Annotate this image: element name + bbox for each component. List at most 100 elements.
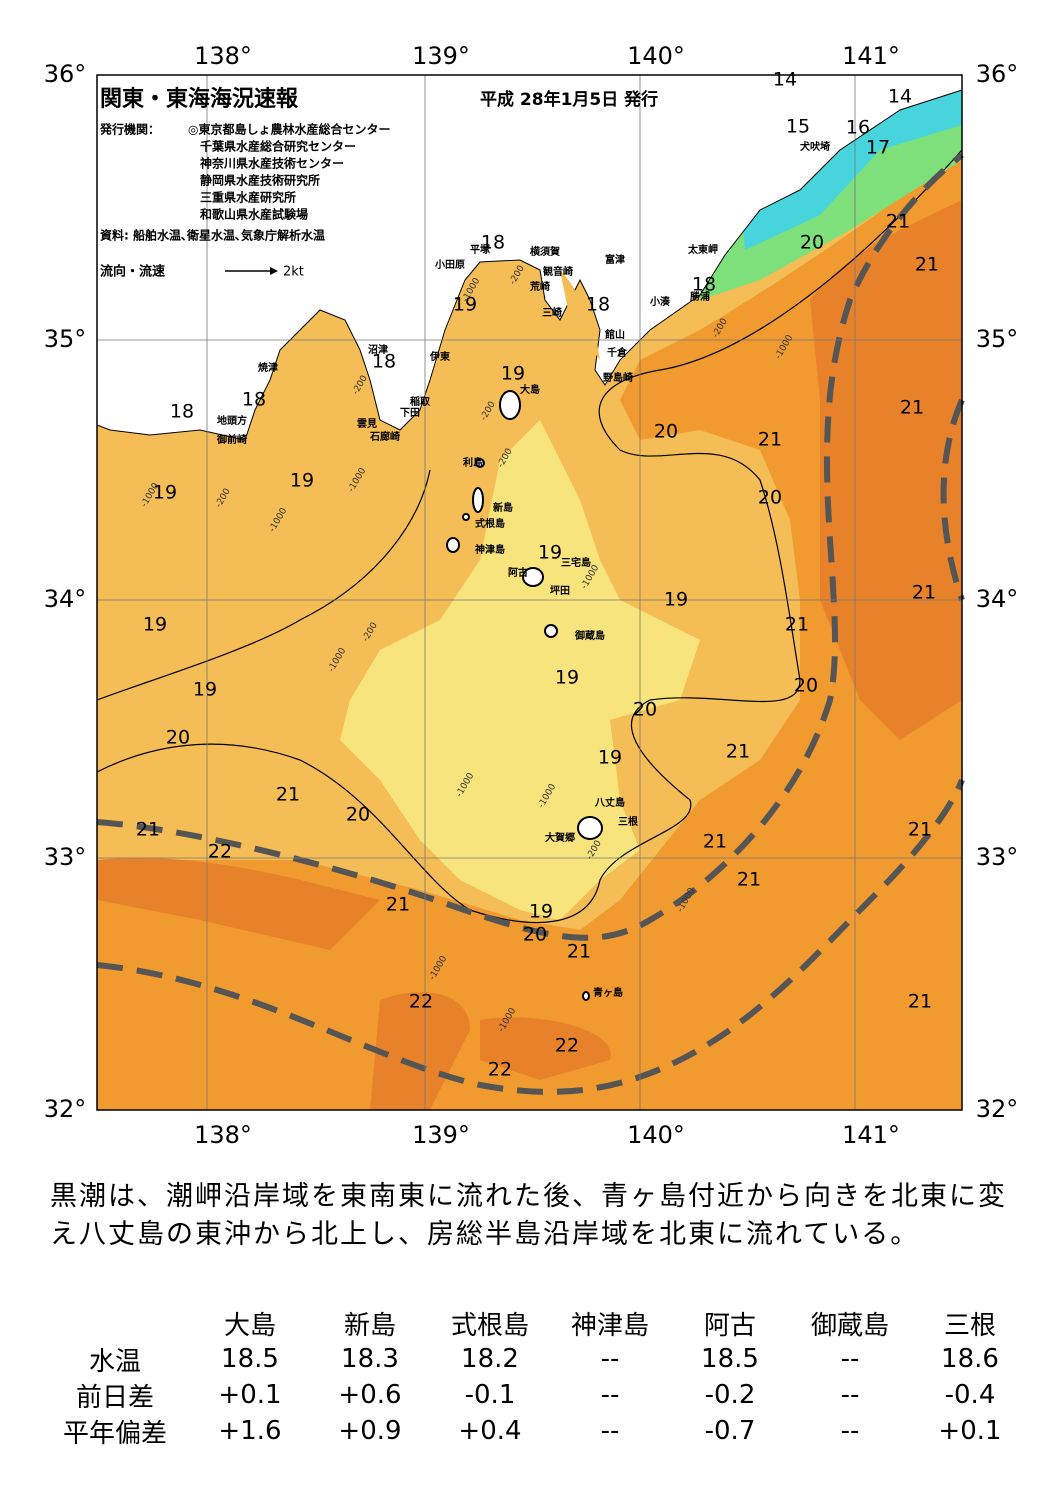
- island: [544, 624, 558, 638]
- place-label: 大島: [520, 383, 540, 396]
- map-title: 関東・東海海況速報: [100, 86, 299, 112]
- isotherm-label: 22: [208, 841, 232, 863]
- column-header: 阿古: [703, 1310, 756, 1341]
- place-label: 地頭方: [217, 414, 247, 427]
- isotherm-label: 21: [912, 582, 936, 604]
- isotherm-label: 20: [758, 487, 782, 509]
- isotherm-label: 21: [276, 784, 300, 806]
- lat-label: 35°: [44, 325, 87, 353]
- publisher: 静岡県水産技術研究所: [200, 173, 320, 188]
- row-label: 水温: [88, 1346, 141, 1377]
- place-label: 勝浦: [690, 290, 710, 303]
- lon-label: 141°: [842, 42, 900, 70]
- place-label: 犬吠埼: [800, 140, 830, 153]
- isotherm-label: 20: [654, 421, 678, 443]
- lat-label: 34°: [44, 585, 87, 613]
- tokyo-bay: [560, 270, 600, 360]
- island: [577, 816, 603, 840]
- lat-label: 36°: [44, 60, 87, 88]
- isotherm-label: 16: [846, 117, 870, 139]
- island: [446, 537, 460, 553]
- isotherm-label: 21: [915, 254, 939, 276]
- publisher: 三重県水産研究所: [200, 190, 296, 205]
- place-label: 坪田: [550, 584, 570, 597]
- isotherm-label: 19: [598, 747, 622, 769]
- table-cell: --: [840, 1416, 860, 1446]
- table-cell: --: [600, 1344, 620, 1374]
- isotherm-label: 15: [786, 116, 810, 138]
- place-label: 小湊: [649, 295, 671, 308]
- lat-label: 36°: [976, 60, 1019, 88]
- island: [582, 991, 590, 1001]
- lon-label: 138°: [194, 1121, 252, 1149]
- table-cell: --: [840, 1344, 860, 1374]
- place-label: 稲取: [410, 395, 431, 408]
- isotherm-label: 19: [153, 482, 177, 504]
- table-cell: +0.1: [218, 1380, 282, 1410]
- place-label: 伊東: [429, 350, 450, 363]
- lat-label: 33°: [976, 843, 1019, 871]
- place-label: 三根: [618, 815, 638, 828]
- issue-date: 平成 28年1月5日 発行: [480, 89, 658, 110]
- column-header: 式根島: [450, 1310, 529, 1341]
- kuroshio-edge: [940, 398, 965, 601]
- place-label: 神津島: [475, 543, 505, 556]
- table-row: 前日差 +0.1 +0.6 -0.1 -- -0.2 -- -0.4: [40, 1377, 1030, 1413]
- table-cell: 18.3: [341, 1344, 399, 1374]
- place-label: 式根島: [475, 517, 505, 530]
- column-header: 新島: [343, 1310, 396, 1341]
- land: [96, 74, 963, 441]
- place-label: 平塚: [470, 243, 490, 256]
- table-cell: -0.4: [944, 1380, 996, 1410]
- place-label: 横須賀: [530, 245, 560, 258]
- isotherm-label: 21: [136, 819, 160, 841]
- column-header: 三根: [943, 1310, 996, 1341]
- isotherm-label: 21: [567, 941, 591, 963]
- table-cell: +1.6: [218, 1416, 282, 1446]
- table-cell: --: [600, 1416, 620, 1446]
- table-cell: --: [840, 1380, 860, 1410]
- publisher: 神奈川県水産技術センター: [200, 156, 344, 171]
- isotherm-label: 19: [664, 589, 688, 611]
- isotherm-label: 14: [888, 86, 912, 108]
- island: [472, 487, 484, 513]
- table-cell: -0.2: [704, 1380, 756, 1410]
- islands: [446, 390, 603, 1001]
- source: 資料: 船舶水温､衛星水温､気象庁解析水温: [100, 228, 325, 243]
- table-row: 平年偏差 +1.6 +0.9 +0.4 -- -0.7 -- +0.1: [40, 1413, 1030, 1449]
- table-cell: 18.2: [461, 1344, 519, 1374]
- isotherm-label: 19: [555, 667, 579, 689]
- place-label: 雲見: [357, 418, 377, 430]
- lon-label: 138°: [194, 42, 252, 70]
- legend-label: 流向・流速: [100, 264, 165, 280]
- isotherm-label: 20: [633, 699, 657, 721]
- place-label: 富津: [605, 253, 625, 266]
- lon-label: 139°: [412, 1121, 470, 1149]
- isotherm-label: 21: [908, 991, 932, 1013]
- table-cell: +0.6: [338, 1380, 402, 1410]
- row-label: 平年偏差: [62, 1418, 167, 1449]
- publisher-label: 発行機関：: [99, 122, 160, 137]
- publisher: 和歌山県水産試験場: [199, 207, 308, 222]
- isotherm-label: 19: [538, 542, 562, 564]
- isotherm-label: 18: [170, 401, 194, 423]
- table-cell: 18.5: [701, 1344, 759, 1374]
- isotherm-label: 20: [794, 675, 818, 697]
- table-cell: --: [600, 1380, 620, 1410]
- isotherm-label: 18: [242, 389, 266, 411]
- table-row: 水温 18.5 18.3 18.2 -- 18.5 -- 18.6: [40, 1341, 1030, 1377]
- island: [522, 567, 544, 587]
- isotherm-label: 20: [166, 727, 190, 749]
- isotherm-label: 21: [726, 741, 750, 763]
- isotherm-label: 19: [501, 363, 525, 385]
- isotherm-label: 22: [409, 991, 433, 1013]
- isotherm-label: 22: [488, 1059, 512, 1081]
- table-cell: 18.6: [941, 1344, 999, 1374]
- isotherm-label: 21: [737, 869, 761, 891]
- warm-water: [97, 150, 962, 1110]
- lon-label: 139°: [412, 42, 470, 70]
- isotherm-label: 19: [143, 614, 167, 636]
- isotherm-label: 21: [703, 831, 727, 853]
- isotherm-label: 18: [372, 351, 396, 373]
